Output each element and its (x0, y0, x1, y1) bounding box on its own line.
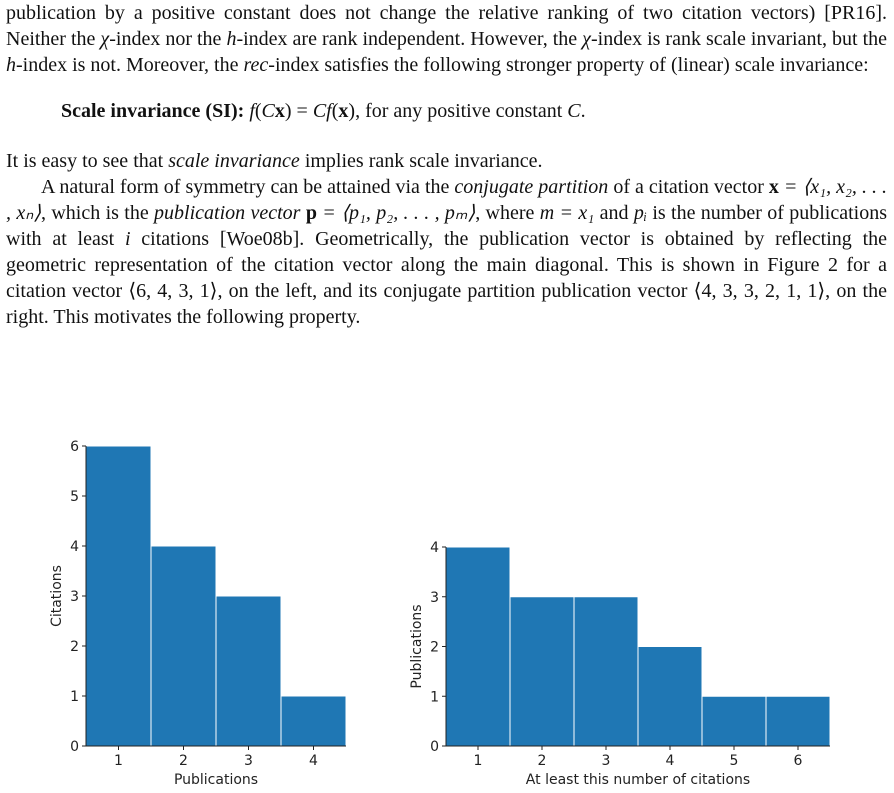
figure: 1 2 3 4 0 1 2 3 4 5 6 Publications Citations 1 2 3 4 5 6 0 1… (49, 439, 831, 788)
text-run: -index are rank independent. However, th… (236, 28, 583, 50)
text-run: and (594, 202, 634, 224)
y-tick-label: 0 (430, 739, 439, 755)
text-run: χ (100, 28, 110, 50)
text-run: implies rank scale invariance. (299, 150, 543, 172)
bar (150, 545, 217, 747)
text-run: -index is not. Moreover, the (16, 54, 244, 76)
y-tick-label: 3 (430, 590, 439, 606)
x-tick-label: 1 (114, 753, 123, 769)
bar (85, 445, 152, 747)
x-tick-label: 2 (538, 753, 547, 769)
bar (215, 595, 282, 747)
text-run: scale invariance (168, 150, 300, 172)
bar (701, 695, 767, 747)
text-run: rec (243, 54, 269, 76)
text-run: C (261, 100, 275, 122)
y-tick-label: 1 (70, 689, 79, 705)
text-run: -index nor the (109, 28, 227, 50)
text-run: ( (254, 100, 262, 122)
bar (573, 596, 639, 747)
body-text: publication by a positive constant does … (6, 0, 887, 330)
paragraph: publication by a positive constant does … (6, 0, 887, 78)
paragraph: Scale invariance (SI): f(Cx) = Cf(x), fo… (61, 98, 887, 124)
text-run: Cf (312, 100, 332, 122)
text-run: publication vector (154, 202, 301, 224)
text-run: χ (582, 28, 591, 50)
bar (280, 695, 347, 747)
x-tick-label: 5 (730, 753, 739, 769)
y-axis-label: Publications (409, 604, 425, 688)
text-run: h (226, 28, 237, 50)
text-run: -index is rank scale invariant, but the (590, 28, 888, 50)
text-run: conjugate partition (454, 176, 609, 198)
x-tick-label: 3 (244, 753, 253, 769)
text-run: publication by a positive constant does … (6, 2, 887, 50)
text-run: x (274, 100, 285, 122)
y-tick-label: 6 (70, 439, 79, 455)
y-tick-label: 2 (70, 639, 79, 655)
text-run: , which is the (41, 202, 155, 224)
text-run: pᵢ (633, 202, 647, 224)
x-axis-label: At least this number of citations (526, 772, 750, 788)
paragraph: A natural form of symmetry can be attain… (6, 174, 887, 330)
text-run: h (6, 54, 16, 76)
text-run: x (768, 176, 779, 198)
text-run: m = x₁ (539, 202, 595, 224)
bar (765, 695, 831, 747)
bar (637, 646, 703, 747)
x-tick-label: 2 (179, 753, 188, 769)
x-tick-label: 3 (602, 753, 611, 769)
bar (509, 596, 575, 747)
text-run: f (249, 100, 255, 122)
text-run: Scale invariance (SI): (61, 100, 245, 122)
y-tick-label: 1 (430, 689, 439, 705)
text-run: = ⟨x₁, x₂, . . . , xₙ⟩ (6, 176, 887, 224)
text-run: -index satisfies the following stronger … (268, 54, 869, 76)
text-run: citations [Woe08b]. Geometrically, the p… (6, 228, 888, 328)
text-run: ( (331, 100, 339, 122)
x-axis-label: Publications (174, 772, 258, 788)
paragraph: It is easy to see that scale invariance … (6, 148, 887, 174)
text-run: p (305, 202, 317, 224)
text-run: C (567, 100, 581, 122)
text-run: is the number of publications with at le… (6, 202, 888, 250)
text-run: ) = (284, 100, 313, 122)
y-tick-label: 3 (70, 589, 79, 605)
y-tick-label: 5 (70, 489, 79, 505)
y-tick-label: 2 (430, 640, 439, 656)
x-tick-label: 4 (309, 753, 318, 769)
y-axis-label: Citations (49, 565, 65, 627)
text-run: ), for any positive constant (348, 100, 568, 122)
text-run: A natural form of symmetry can be attain… (41, 176, 455, 198)
text-run: , where (475, 202, 540, 224)
y-tick-label: 0 (70, 739, 79, 755)
bar (445, 546, 511, 747)
text-run: of a citation vector (608, 176, 769, 198)
x-tick-label: 6 (794, 753, 803, 769)
text-run: i (124, 228, 131, 250)
y-tick-label: 4 (430, 540, 439, 556)
text-run: = ⟨p₁, p₂, . . . , pₘ⟩ (316, 202, 476, 224)
text-run: x (338, 100, 349, 122)
text-run: It is easy to see that (6, 150, 169, 172)
x-tick-label: 1 (474, 753, 483, 769)
y-tick-label: 4 (70, 539, 79, 555)
text-run: . (580, 100, 586, 122)
x-tick-label: 4 (666, 753, 675, 769)
